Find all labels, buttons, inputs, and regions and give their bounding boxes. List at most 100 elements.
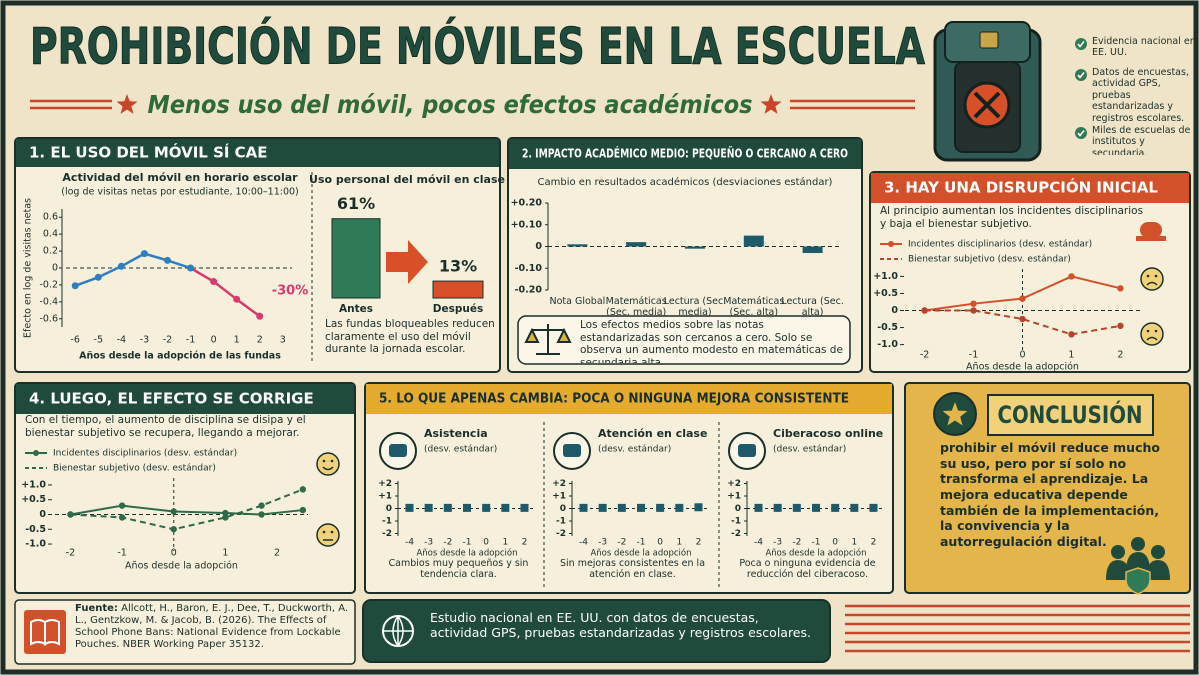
x-tick-label: -3 [773, 538, 782, 548]
chart-caption: Poca o ninguna evidencia de reducción de… [739, 558, 876, 581]
face-eye [1146, 329, 1150, 333]
point [812, 503, 820, 512]
point [970, 300, 977, 307]
y-tick-label: +1 [378, 492, 392, 502]
x-tick-label: -2 [163, 335, 172, 346]
face-eye [1154, 329, 1158, 333]
point [67, 511, 74, 518]
chart-subtitle: (desv. estándar) [424, 445, 497, 455]
source-text-box: Fuente: Allcott, H., Baron, E. J., Dee, … [75, 603, 348, 650]
face-eye [330, 530, 334, 534]
siren-base [1136, 236, 1166, 241]
category-label-box: Lectura (Sec. media) [663, 296, 727, 319]
x-axis-label: Años desde la adopción [416, 548, 517, 559]
category-label: Matemáticas (Sec. media) [605, 296, 667, 319]
point [617, 503, 626, 512]
page-title: PROHIBICIÓN DE MÓVILES EN LA ESCUELA [30, 17, 925, 76]
category-label: Lectura (Sec. alta) [781, 296, 844, 319]
conclusion-text: prohibir el móvil reduce mucho su uso, p… [940, 440, 1160, 549]
point [443, 503, 452, 512]
y-tick-label: -2 [731, 529, 741, 539]
point [1068, 331, 1075, 338]
panel-header [509, 139, 861, 169]
y-tick-label: 0.2 [43, 246, 58, 257]
x-tick-label: 1 [851, 538, 857, 548]
y-tick-label: 0 [52, 263, 58, 274]
y-tick-label: -0.2 [39, 279, 58, 290]
bar [626, 242, 647, 247]
topic-glyph [389, 444, 407, 457]
y-tick-label: -0.20 [515, 285, 543, 296]
legend-dot [888, 241, 894, 247]
study-text-box: Estudio nacional en EE. UU. con datos de… [430, 610, 811, 640]
person-body [1106, 560, 1130, 580]
panel-text-box: Con el tiempo, el aumento de disciplina … [25, 414, 306, 439]
chart-caption-box: Poca o ninguna evidencia de reducción de… [739, 558, 876, 581]
panel [14, 137, 501, 373]
chart-caption: Sin mejoras consistentes en la atención … [559, 558, 706, 581]
y-tick-label: +0.10 [511, 219, 543, 230]
chart-caption-box: Sin mejoras consistentes en la atención … [559, 558, 706, 581]
y-tick-label: +2 [378, 479, 392, 489]
point [256, 312, 264, 320]
point [118, 514, 126, 521]
arrow [386, 240, 428, 284]
y-tick-label: -1 [382, 517, 392, 527]
x-tick-label: -3 [140, 335, 149, 346]
y-tick-label: -0.4 [39, 296, 58, 307]
x-tick-label: -1 [637, 538, 646, 548]
legend-label: Incidentes disciplinarios (desv. estánda… [53, 449, 237, 459]
series-line [924, 309, 1121, 336]
face-mouth [1146, 281, 1158, 286]
point [1019, 315, 1026, 323]
panel [507, 137, 863, 373]
person-body [1126, 552, 1150, 572]
shield-icon [1125, 567, 1151, 595]
bar-value-label: 13% [439, 257, 477, 276]
category-label-box: Nota Global [549, 296, 605, 307]
y-tick-label: -1.0 [877, 339, 898, 350]
x-tick-label: 0 [171, 548, 177, 559]
face-eye [1154, 274, 1158, 278]
y-tick-label: 0 [735, 504, 741, 514]
point [258, 502, 265, 509]
point [637, 503, 645, 512]
siren-icon [1140, 222, 1162, 238]
x-tick-label: 2 [257, 335, 263, 346]
highlight-text-box: Datos de encuestas, actividad GPS, prueb… [1092, 67, 1189, 124]
bar-category-label: Después [433, 303, 483, 315]
point [424, 503, 433, 512]
point [94, 273, 102, 281]
x-axis-label: Años desde la adopción [966, 362, 1079, 373]
face-eye [1146, 274, 1150, 278]
y-tick-label: 0 [560, 504, 566, 514]
face-icon [1140, 267, 1164, 291]
x-tick-label: -3 [598, 538, 607, 548]
x-axis-label: Años desde la adopción [125, 561, 238, 572]
panel-header [366, 384, 892, 414]
check-mark [1077, 72, 1085, 79]
panel-note-box: Las fundas bloqueables reducen clarament… [325, 318, 495, 355]
y-tick-label: -1 [731, 517, 741, 527]
legend-label: Bienestar subjetivo (desv. estándar) [53, 464, 216, 474]
chart-subtitle: (desv. estándar) [598, 445, 671, 455]
point [754, 503, 763, 512]
point [1117, 322, 1124, 330]
x-tick-label: -4 [754, 538, 763, 548]
x-tick-label: -4 [405, 538, 414, 548]
conclusion-title-box [987, 394, 1154, 436]
y-tick-label: -0.6 [39, 313, 58, 324]
point [140, 250, 148, 258]
chart-title: Actividad del móvil en horario escolar [62, 171, 298, 184]
panel-header [16, 139, 499, 167]
category-label: Lectura (Sec. media) [663, 296, 727, 319]
topic-glyph [563, 444, 581, 457]
line-segment [235, 298, 261, 318]
face-eye [322, 459, 326, 463]
y-tick-label: -0.5 [877, 322, 898, 333]
point [1117, 285, 1124, 292]
point [222, 514, 229, 521]
point [299, 506, 307, 514]
point [694, 503, 703, 512]
